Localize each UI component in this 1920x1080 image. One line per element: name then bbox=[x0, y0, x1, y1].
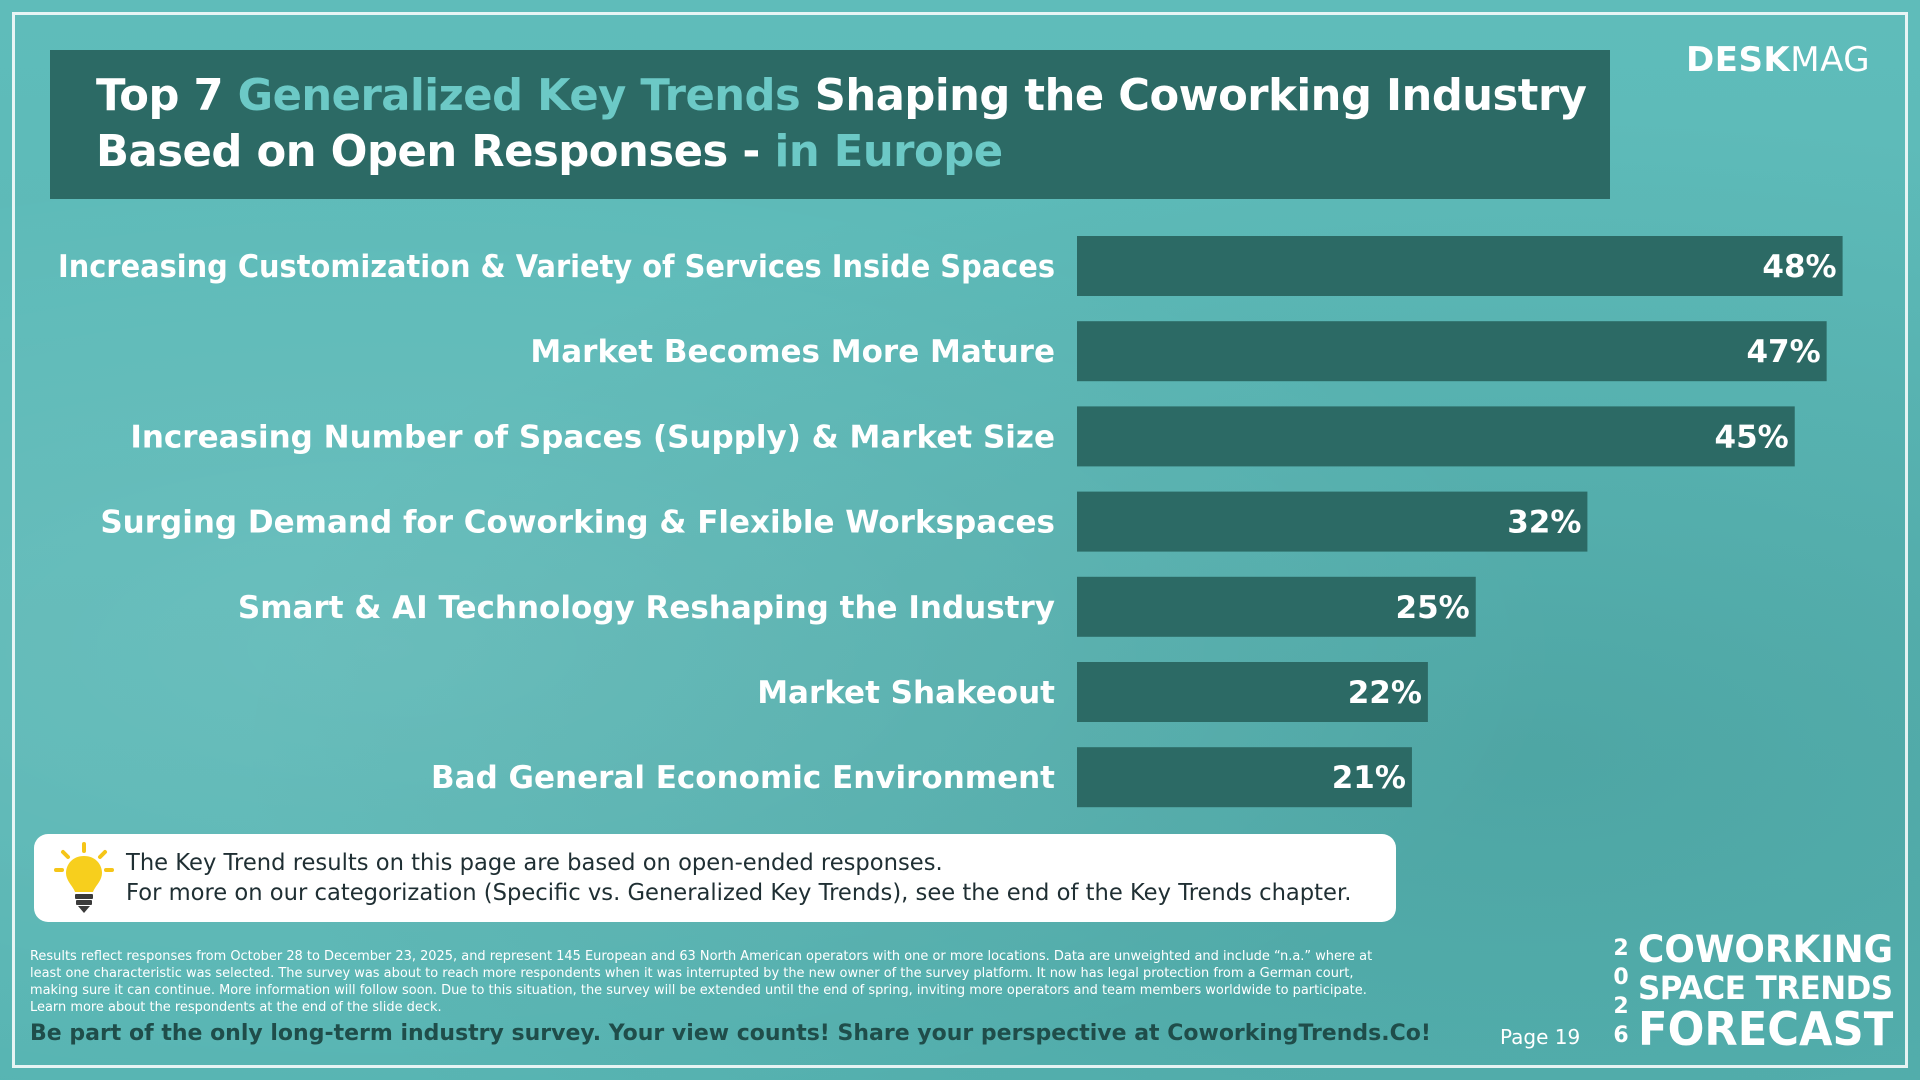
value-label: 45% bbox=[1715, 419, 1789, 455]
bar-1 bbox=[1077, 236, 1843, 296]
bar-2 bbox=[1077, 321, 1827, 382]
category-label: Market Becomes More Mature bbox=[530, 334, 1055, 370]
page-number: Page 19 bbox=[1500, 1025, 1581, 1049]
forecast-line-2: SPACE TRENDS bbox=[1638, 969, 1893, 1007]
value-label: 22% bbox=[1348, 675, 1422, 711]
title-box: Top 7 Generalized Key Trends Shaping the… bbox=[50, 50, 1610, 199]
forecast-line-1: COWORKING bbox=[1638, 928, 1894, 971]
year-digit: 6 bbox=[1613, 1023, 1629, 1048]
lightbulb-icon bbox=[54, 842, 114, 913]
year-digit: 2 bbox=[1613, 994, 1629, 1019]
value-label: 21% bbox=[1332, 760, 1406, 796]
value-label: 25% bbox=[1396, 590, 1470, 626]
title-accent: in Europe bbox=[774, 126, 1003, 177]
value-label: 47% bbox=[1746, 334, 1820, 370]
note-line-1: The Key Trend results on this page are b… bbox=[126, 850, 943, 876]
forecast-year: 2 0 2 6 bbox=[1612, 934, 1630, 1050]
category-label: Market Shakeout bbox=[757, 675, 1055, 711]
logo-light: MAG bbox=[1790, 40, 1871, 80]
footnote-line: least one characteristic was selected. T… bbox=[30, 966, 1354, 981]
logo-bold: DESK bbox=[1686, 40, 1791, 80]
footnote: Results reflect responses from October 2… bbox=[30, 948, 1500, 1016]
info-note: The Key Trend results on this page are b… bbox=[34, 834, 1396, 922]
forecast-line-3: FORECAST bbox=[1638, 1002, 1894, 1056]
page-frame bbox=[12, 12, 1908, 1068]
category-label: Smart & AI Technology Reshaping the Indu… bbox=[238, 590, 1055, 626]
value-label: 48% bbox=[1762, 249, 1836, 285]
bar-4 bbox=[1077, 491, 1588, 552]
title-accent: Generalized Key Trends bbox=[237, 70, 801, 121]
value-label: 32% bbox=[1507, 505, 1581, 541]
year-digit: 2 bbox=[1613, 936, 1629, 961]
title-text: Based on Open Responses - bbox=[96, 126, 775, 177]
survey-call-to-action: Be part of the only long-term industry s… bbox=[30, 1021, 1431, 1046]
forecast-brand: 2 0 2 6 COWORKING SPACE TRENDS FORECAST bbox=[1612, 930, 1897, 1055]
title-text: Top 7 bbox=[96, 70, 238, 121]
note-line-2: For more on our categorization (Specific… bbox=[126, 880, 1352, 906]
category-label: Bad General Economic Environment bbox=[431, 760, 1055, 796]
bar-6 bbox=[1077, 662, 1428, 722]
footnote-line: making sure it can continue. More inform… bbox=[30, 983, 1367, 998]
category-label: Increasing Number of Spaces (Supply) & M… bbox=[130, 419, 1055, 455]
title-text: Shaping the Coworking Industry bbox=[800, 70, 1587, 121]
title-line-2: Based on Open Responses - in Europe bbox=[96, 124, 1586, 180]
footnote-line: Learn more about the respondents at the … bbox=[30, 1000, 442, 1015]
bar-3 bbox=[1077, 406, 1795, 467]
category-label: Surging Demand for Coworking & Flexible … bbox=[100, 505, 1055, 541]
bar-5 bbox=[1077, 576, 1476, 637]
title-line-1: Top 7 Generalized Key Trends Shaping the… bbox=[96, 68, 1587, 124]
year-digit: 0 bbox=[1613, 965, 1629, 990]
bar-7 bbox=[1077, 747, 1412, 808]
category-label: Increasing Customization & Variety of Se… bbox=[58, 249, 1055, 285]
footnote-line: Results reflect responses from October 2… bbox=[30, 949, 1373, 964]
deskmag-logo: DESKMAG bbox=[1686, 40, 1870, 80]
bar-chart: Increasing Customization & Variety of Se… bbox=[58, 236, 1843, 808]
